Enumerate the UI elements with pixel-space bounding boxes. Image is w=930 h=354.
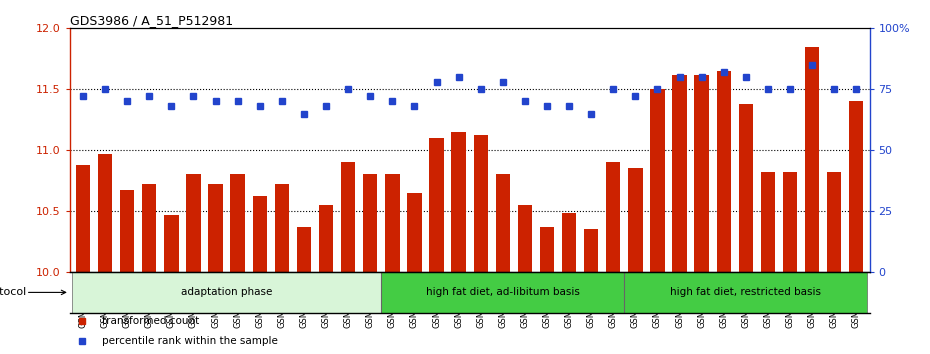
Bar [716, 71, 731, 272]
Bar [319, 205, 333, 272]
Bar [624, 272, 868, 313]
Bar [849, 101, 863, 272]
Bar [451, 132, 466, 272]
Bar [120, 190, 134, 272]
Bar [231, 175, 245, 272]
Bar [274, 184, 289, 272]
Bar [628, 168, 643, 272]
Bar [606, 162, 620, 272]
Bar [385, 175, 400, 272]
Text: transformed count: transformed count [101, 316, 199, 326]
Text: high fat diet, ad-libitum basis: high fat diet, ad-libitum basis [426, 287, 579, 297]
Bar [584, 229, 598, 272]
Bar [761, 172, 775, 272]
Bar [473, 136, 488, 272]
Bar [805, 47, 819, 272]
Bar [76, 165, 90, 272]
Bar [341, 162, 355, 272]
Bar [539, 227, 554, 272]
Bar [142, 184, 156, 272]
Bar [98, 154, 113, 272]
Text: high fat diet, restricted basis: high fat diet, restricted basis [671, 287, 821, 297]
Bar [430, 138, 444, 272]
Bar [672, 75, 686, 272]
Bar [738, 104, 753, 272]
Text: protocol: protocol [0, 287, 66, 297]
Bar [253, 196, 267, 272]
Bar [650, 89, 665, 272]
Bar [208, 184, 223, 272]
Bar [297, 227, 312, 272]
Bar [72, 272, 381, 313]
Bar [381, 272, 624, 313]
Bar [827, 172, 842, 272]
Text: GDS3986 / A_51_P512981: GDS3986 / A_51_P512981 [70, 14, 232, 27]
Bar [518, 205, 532, 272]
Bar [562, 213, 577, 272]
Bar [695, 75, 709, 272]
Bar [186, 175, 201, 272]
Text: percentile rank within the sample: percentile rank within the sample [101, 336, 278, 346]
Bar [363, 175, 378, 272]
Bar [496, 175, 510, 272]
Bar [407, 193, 421, 272]
Text: adaptation phase: adaptation phase [181, 287, 272, 297]
Bar [165, 215, 179, 272]
Bar [783, 172, 797, 272]
